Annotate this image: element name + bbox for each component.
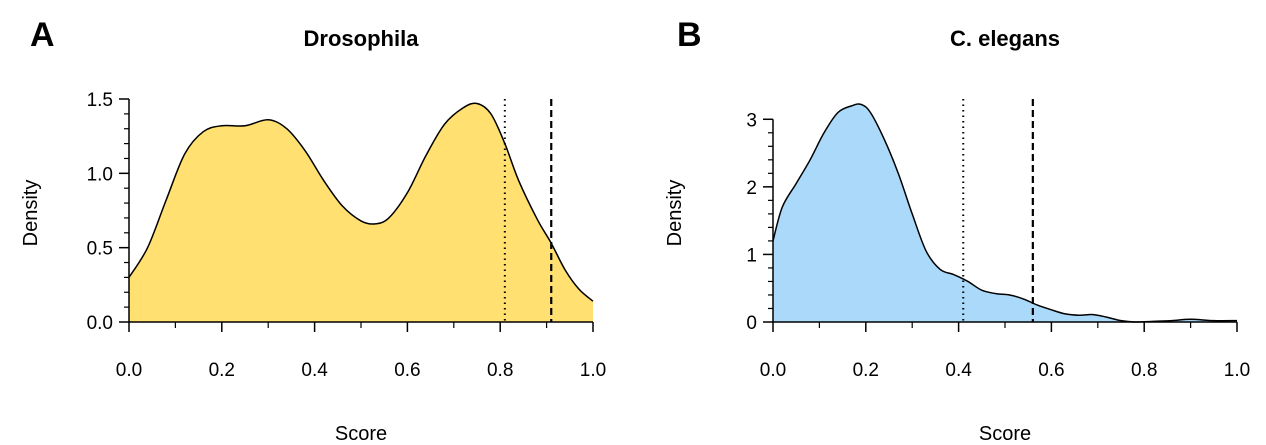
- x-tick-label-b: 0.4: [945, 360, 972, 381]
- y-tick-label-b: 3: [746, 110, 757, 131]
- density-area-a: [129, 103, 593, 322]
- y-tick-label-b: 2: [746, 178, 757, 199]
- x-axis-label-b: Score: [979, 423, 1031, 445]
- panel-letter-b: B: [677, 16, 702, 54]
- x-axis-label-a: Score: [335, 423, 387, 445]
- panel-letter-a: A: [30, 16, 55, 54]
- chart-title-a: Drosophila: [304, 26, 420, 51]
- density-area-b: [773, 103, 1237, 323]
- y-tick-label-a: 1.5: [87, 90, 113, 111]
- x-tick-label-a: 1.0: [580, 360, 606, 381]
- x-tick-label-a: 0.8: [487, 360, 513, 381]
- x-tick-label-b: 0.0: [760, 360, 786, 381]
- x-tick-label-a: 0.0: [116, 360, 142, 381]
- panel-a: A Drosophila 0.0 0.5 1.0 1.5 0.0 0.2 0.4 0.6 0.8…: [20, 16, 606, 445]
- x-tick-label-a: 0.4: [301, 360, 328, 381]
- x-tick-label-a: 0.6: [394, 360, 420, 381]
- y-axis-label-a: Density: [20, 180, 42, 247]
- panel-b: B C. elegans 0 1 2 3 0.0 0.2 0.4 0.6 0.8 1.0 Scor…: [664, 16, 1250, 445]
- x-tick-label-b: 0.6: [1038, 360, 1064, 381]
- plot-area-b: 0 1 2 3 0.0 0.2 0.4 0.6 0.8 1.0: [746, 99, 1250, 381]
- y-axis-label-b: Density: [664, 180, 686, 247]
- y-tick-label-a: 1.0: [87, 164, 113, 185]
- y-tick-label-b: 0: [746, 313, 757, 334]
- y-tick-label-a: 0.0: [87, 313, 113, 334]
- density-curve-a: [128, 102, 594, 302]
- x-tick-label-b: 0.8: [1131, 360, 1157, 381]
- x-tick-label-a: 0.2: [209, 360, 235, 381]
- plot-area-a: 0.0 0.5 1.0 1.5 0.0 0.2 0.4 0.6 0.8 1.0: [87, 90, 607, 381]
- y-tick-label-b: 1: [746, 245, 757, 266]
- y-tick-label-a: 0.5: [87, 239, 113, 260]
- x-tick-label-b: 0.2: [853, 360, 879, 381]
- x-tick-label-b: 1.0: [1224, 360, 1250, 381]
- chart-title-b: C. elegans: [950, 26, 1060, 51]
